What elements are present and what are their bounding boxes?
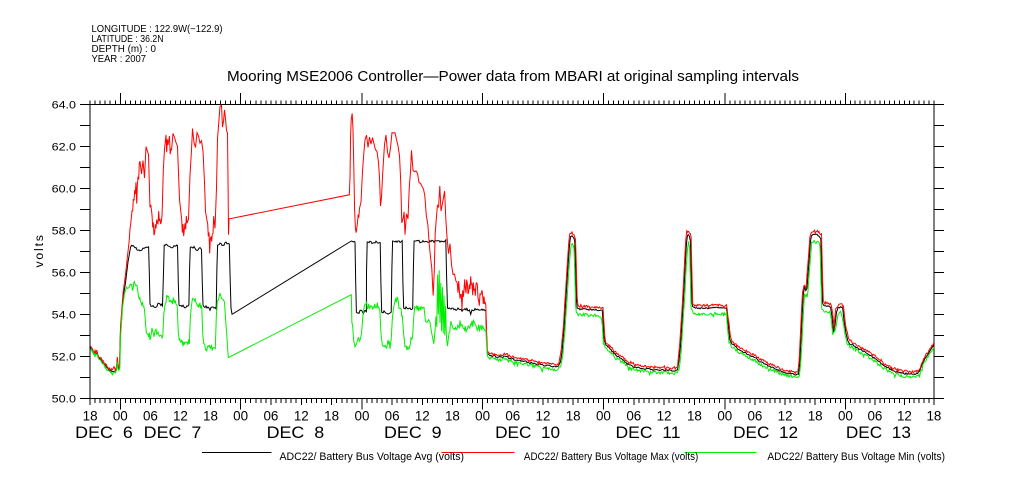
svg-text:50.0: 50.0 (52, 393, 76, 405)
svg-text:00: 00 (233, 408, 248, 423)
svg-text:DEC 10: DEC 10 (495, 423, 560, 442)
svg-text:06: 06 (385, 408, 400, 423)
svg-text:18: 18 (324, 408, 339, 423)
svg-text:56.0: 56.0 (52, 267, 76, 279)
svg-text:00: 00 (475, 408, 490, 423)
svg-text:00: 00 (596, 408, 611, 423)
svg-text:DEC 11: DEC 11 (616, 423, 681, 442)
svg-text:DEC 13: DEC 13 (846, 423, 911, 442)
svg-text:00: 00 (717, 408, 732, 423)
svg-text:Mooring MSE2006 Controller—Pow: Mooring MSE2006 Controller—Power data fr… (227, 69, 799, 85)
svg-text:60.0: 60.0 (52, 184, 76, 196)
svg-text:64.0: 64.0 (52, 100, 76, 112)
svg-text:LATITUDE : 36.2N: LATITUDE : 36.2N (92, 34, 164, 45)
svg-text:18: 18 (566, 408, 581, 423)
svg-text:18: 18 (203, 408, 218, 423)
svg-text:06: 06 (626, 408, 641, 423)
svg-text:DEC 8: DEC 8 (267, 423, 325, 442)
svg-text:DEC 6: DEC 6 (75, 423, 133, 442)
svg-text:00: 00 (355, 408, 370, 423)
svg-text:DEC 9: DEC 9 (384, 423, 442, 442)
svg-text:62.0: 62.0 (52, 142, 76, 154)
svg-text:12: 12 (778, 408, 793, 423)
svg-text:54.0: 54.0 (52, 309, 76, 321)
svg-text:06: 06 (867, 408, 882, 423)
svg-text:DEC 7: DEC 7 (144, 423, 202, 442)
svg-text:06: 06 (263, 408, 278, 423)
svg-text:06: 06 (505, 408, 520, 423)
svg-text:00: 00 (113, 408, 128, 423)
svg-text:DEPTH (m) : 0: DEPTH (m) : 0 (92, 44, 157, 55)
svg-text:18: 18 (926, 408, 941, 423)
svg-text:18: 18 (83, 408, 98, 423)
svg-text:LONGITUDE : 122.9W(−122.9): LONGITUDE : 122.9W(−122.9) (92, 24, 223, 35)
svg-text:12: 12 (657, 408, 672, 423)
svg-text:DEC 12: DEC 12 (733, 423, 798, 442)
svg-text:ADC22/ Battery Bus Voltage Avg: ADC22/ Battery Bus Voltage Avg (volts) (280, 451, 465, 463)
svg-text:YEAR : 2007: YEAR : 2007 (92, 54, 147, 65)
svg-text:06: 06 (143, 408, 158, 423)
svg-text:12: 12 (897, 408, 912, 423)
svg-text:12: 12 (294, 408, 309, 423)
svg-text:18: 18 (808, 408, 823, 423)
svg-text:volts: volts (32, 233, 46, 267)
svg-text:06: 06 (747, 408, 762, 423)
svg-text:12: 12 (173, 408, 188, 423)
svg-text:00: 00 (838, 408, 853, 423)
svg-text:12: 12 (415, 408, 430, 423)
svg-text:ADC22/ Battery Bus Voltage Min: ADC22/ Battery Bus Voltage Min (volts) (767, 451, 945, 463)
svg-text:18: 18 (445, 408, 460, 423)
svg-text:58.0: 58.0 (52, 226, 76, 238)
svg-text:52.0: 52.0 (52, 351, 76, 363)
svg-text:18: 18 (687, 408, 702, 423)
svg-text:12: 12 (536, 408, 551, 423)
svg-text:ADC22/ Battery Bus Voltage Max: ADC22/ Battery Bus Voltage Max (volts) (524, 451, 698, 463)
